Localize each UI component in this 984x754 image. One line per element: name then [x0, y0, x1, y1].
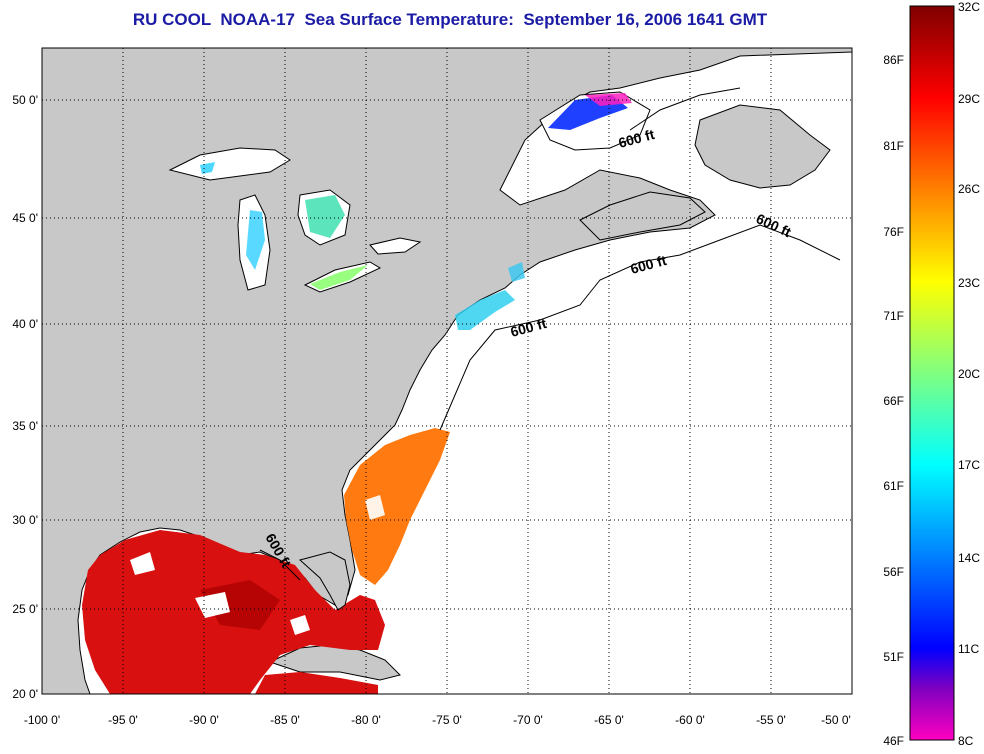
cb-f-label: 56F	[883, 565, 904, 579]
lat-tick: 20 0'	[12, 687, 38, 701]
lat-tick: 35 0'	[12, 419, 38, 433]
map-title: RU COOL NOAA-17 Sea Surface Temperature:…	[132, 10, 768, 29]
longitude-axis: -100 0' -95 0' -90 0' -85 0' -80 0' -75 …	[24, 713, 851, 727]
cb-f-label: 76F	[883, 225, 904, 239]
cb-f-label: 71F	[883, 309, 904, 323]
cb-c-label: 8C	[958, 734, 974, 748]
lat-tick: 30 0'	[12, 513, 38, 527]
cb-c-label: 26C	[958, 182, 980, 196]
sst-patch-gulf-stream	[344, 428, 450, 585]
sst-patch-caribbean	[255, 672, 378, 694]
lon-tick: -90 0'	[189, 713, 219, 727]
cb-c-label: 14C	[958, 551, 980, 565]
sst-patch-st-lawrence-pink	[585, 93, 632, 106]
land-newfoundland	[694, 104, 831, 189]
land-florida	[298, 551, 351, 611]
cb-c-label: 17C	[958, 458, 980, 472]
lon-tick: -95 0'	[108, 713, 138, 727]
colorbar	[909, 5, 955, 741]
sst-patch-gulf-core	[200, 580, 280, 630]
cb-c-label: 11C	[958, 642, 979, 656]
lat-tick: 40 0'	[12, 317, 38, 331]
cb-f-label: 46F	[883, 734, 904, 748]
land-nova-scotia	[579, 191, 706, 241]
depth-contour-600ft	[259, 87, 841, 581]
sst-patch-lake-michigan	[246, 210, 265, 270]
cb-c-label: 32C	[958, 0, 980, 14]
lake-ontario	[369, 237, 422, 255]
cb-f-label: 51F	[883, 650, 904, 664]
lon-tick: -100 0'	[24, 713, 60, 727]
cb-f-label: 61F	[883, 479, 904, 493]
cb-c-label: 20C	[958, 367, 980, 381]
lon-tick: -75 0'	[432, 713, 462, 727]
sst-patch-bay-of-fundy	[508, 262, 525, 282]
lon-tick: -70 0'	[513, 713, 543, 727]
cb-f-label: 81F	[883, 139, 904, 153]
lon-tick: -85 0'	[270, 713, 300, 727]
cloud-patch-gulf-1	[195, 592, 230, 618]
lat-tick: 45 0'	[12, 211, 38, 225]
sst-patch-lake-huron	[305, 195, 345, 238]
land-cuba	[268, 644, 401, 681]
lon-tick: -60 0'	[675, 713, 705, 727]
cloud-patch-gulf-2	[130, 552, 155, 575]
sst-patch-gulf-of-maine	[455, 290, 515, 330]
cb-c-label: 23C	[958, 276, 980, 290]
lat-tick: 50 0'	[12, 93, 38, 107]
lake-superior	[168, 147, 291, 181]
cloud-patch-atlantic	[365, 495, 385, 520]
lon-tick: -80 0'	[351, 713, 381, 727]
lat-tick: 25 0'	[12, 602, 38, 616]
colorbar-celsius-labels: 32C 29C 26C 23C 20C 17C 14C 11C 8C	[958, 0, 980, 748]
cb-f-label: 66F	[883, 394, 904, 408]
map-frame	[41, 47, 853, 695]
cloud-patch-gulf-3	[290, 615, 310, 635]
colorbar-fahrenheit-labels: 86F 81F 76F 71F 66F 61F 56F 51F 46F	[883, 53, 904, 748]
sst-patch-lake-erie	[310, 265, 368, 290]
latitude-axis: 50 0' 45 0' 40 0' 35 0' 30 0' 25 0' 20 0…	[12, 93, 38, 701]
lon-tick: -65 0'	[594, 713, 624, 727]
cb-c-label: 29C	[958, 92, 980, 106]
cb-f-label: 86F	[883, 53, 904, 67]
lon-tick: -50 0'	[821, 713, 851, 727]
map-grid	[42, 48, 852, 694]
lon-tick: -55 0'	[756, 713, 786, 727]
